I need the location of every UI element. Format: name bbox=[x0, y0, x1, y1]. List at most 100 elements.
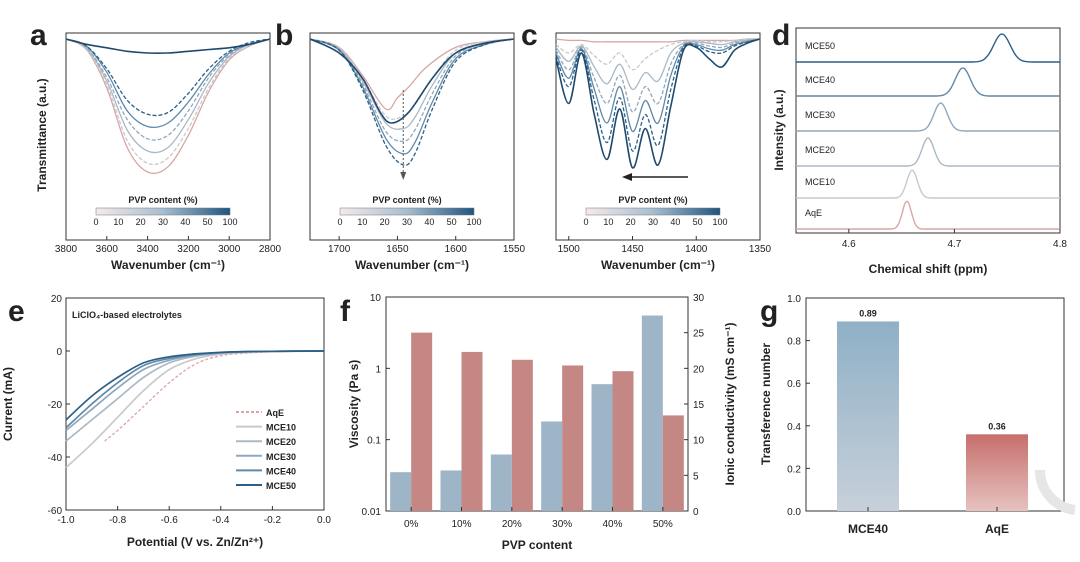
panel-f-xlabel: PVP content bbox=[502, 538, 572, 552]
panel-a-series-100% bbox=[65, 38, 271, 55]
panel-f-y2tick-label: 0 bbox=[693, 507, 699, 518]
panel-g-bar-label: 0.89 bbox=[859, 308, 877, 318]
panel-f-tick-label: 0% bbox=[404, 519, 419, 530]
panel-a-xlabel: Wavenumber (cm⁻¹) bbox=[111, 258, 225, 272]
panel-a-colorbar bbox=[95, 207, 231, 216]
panel-a-colorbar-title: PVP content (%) bbox=[128, 195, 197, 205]
panel-f-bar-viscosity bbox=[591, 384, 613, 511]
panel-c-colorbar-tick: 50 bbox=[693, 217, 703, 227]
panel-a-colorbar-tick: 0 bbox=[93, 217, 98, 227]
panel-c-tick-label: 1350 bbox=[749, 244, 772, 255]
panel-e-tick-label: 0.0 bbox=[317, 515, 331, 526]
panel-f-bar-conductivity bbox=[461, 351, 483, 511]
panel-g-bar-label: 0.36 bbox=[988, 421, 1006, 431]
panel-f-y2tick-label: 10 bbox=[693, 436, 705, 447]
panel-f-tick-label: 20% bbox=[502, 519, 522, 530]
panel-e-ytick-label: 0 bbox=[56, 347, 62, 358]
panel-c-series-40% bbox=[555, 38, 761, 133]
panel-e-series-MCE50 bbox=[65, 350, 325, 421]
panel-f-ylabel: Viscosity (Pa s) bbox=[347, 360, 361, 449]
panel-f-y2tick-label: 30 bbox=[693, 293, 705, 304]
panel-a-colorbar-tick: 30 bbox=[158, 217, 168, 227]
panel-e-series-MCE40 bbox=[65, 350, 325, 429]
panel-g-ytick-label: 0.2 bbox=[787, 464, 801, 475]
panel-a-ylabel: Transmittance (a.u.) bbox=[35, 78, 49, 191]
panel-f-bar-viscosity bbox=[490, 454, 512, 511]
panel-f-bar-viscosity bbox=[440, 470, 462, 511]
panel-d-series-MCE30 bbox=[796, 102, 1060, 132]
panel-e-legend-label: MCE50 bbox=[266, 481, 296, 491]
panel-c-label: c bbox=[521, 19, 538, 52]
panel-d-series-MCE50 bbox=[796, 33, 1060, 63]
panel-a-series-40% bbox=[65, 38, 271, 129]
panel-c-series-10% bbox=[555, 38, 761, 71]
panel-f-tick-label: 40% bbox=[602, 519, 622, 530]
panel-c-series-100% bbox=[555, 38, 761, 169]
panel-a-tick-label: 3800 bbox=[55, 244, 78, 255]
panel-d-tick-label: 4.8 bbox=[1053, 239, 1067, 250]
panel-g-ytick-label: 0.4 bbox=[787, 422, 801, 433]
panel-d-xlabel: Chemical shift (ppm) bbox=[869, 262, 988, 276]
panel-a-colorbar-tick: 40 bbox=[180, 217, 190, 227]
panel-c-arrow-head bbox=[622, 173, 632, 181]
panel-f-tick-label: 30% bbox=[552, 519, 572, 530]
panel-e-series-MCE30 bbox=[65, 350, 325, 432]
panel-c-series-30% bbox=[555, 38, 761, 113]
panel-f-y2label: Ionic conductivity (mS cm⁻¹) bbox=[723, 322, 737, 485]
panel-e-legend-label: MCE30 bbox=[266, 452, 296, 462]
panel-a-series-10% bbox=[65, 38, 271, 166]
panel-c-colorbar-tick: 40 bbox=[670, 217, 680, 227]
panel-f-ytick-label: 0.01 bbox=[362, 507, 382, 518]
panel-g-category-label: AqE bbox=[985, 522, 1009, 536]
panel-e-legend-label: AqE bbox=[266, 408, 284, 418]
panel-c-colorbar-tick: 30 bbox=[648, 217, 658, 227]
panel-a-series-30% bbox=[65, 38, 271, 141]
panel-f-bar-conductivity bbox=[662, 415, 684, 511]
panel-f-ytick-label: 0.1 bbox=[367, 436, 381, 447]
panel-a-tick-label: 3400 bbox=[136, 244, 159, 255]
panel-g-category-label: MCE40 bbox=[848, 522, 888, 536]
panel-c-colorbar-title: PVP content (%) bbox=[618, 195, 687, 205]
panel-f-tick-label: 50% bbox=[653, 519, 673, 530]
panel-c-series-50% bbox=[555, 38, 761, 152]
panel-b-colorbar-tick: 50 bbox=[447, 217, 457, 227]
panel-a-series-0% bbox=[65, 38, 271, 175]
panel-e-xlabel: Potential (V vs. Zn/Zn²⁺) bbox=[127, 535, 263, 549]
panel-b-series-100% bbox=[309, 38, 515, 124]
panel-a-colorbar-tick: 100 bbox=[222, 217, 237, 227]
panel-f-bar-conductivity bbox=[511, 359, 533, 511]
panel-d-series-label: MCE20 bbox=[805, 145, 835, 155]
panel-d-series-label: MCE30 bbox=[805, 110, 835, 120]
panel-b-colorbar-tick: 40 bbox=[424, 217, 434, 227]
panel-b-series-0% bbox=[309, 38, 515, 111]
panel-a-series-20% bbox=[65, 38, 271, 154]
panel-f-bar-conductivity bbox=[411, 332, 433, 511]
panel-e-ytick-label: 20 bbox=[51, 294, 63, 305]
panel-e-frame bbox=[65, 297, 325, 511]
panel-c-colorbar-tick: 10 bbox=[603, 217, 613, 227]
panel-b-colorbar bbox=[339, 207, 475, 216]
panel-b-series-50% bbox=[309, 38, 515, 166]
panel-c-series-20% bbox=[555, 38, 761, 91]
panel-e-tick-label: -0.2 bbox=[264, 515, 282, 526]
panel-f-bar-conductivity bbox=[612, 371, 634, 511]
panel-a-series-50% bbox=[65, 38, 271, 117]
panel-c-colorbar bbox=[585, 207, 721, 216]
panel-d-series-label: AqE bbox=[805, 208, 822, 218]
panel-b-tick-label: 1700 bbox=[328, 244, 351, 255]
panel-b-colorbar-tick: 20 bbox=[380, 217, 390, 227]
panel-d-series-MCE10 bbox=[795, 169, 1060, 199]
panel-g-bar bbox=[966, 434, 1028, 511]
panel-f-bar-viscosity bbox=[541, 421, 563, 511]
panel-g-ytick-label: 1.0 bbox=[787, 294, 801, 305]
panel-b-tick-label: 1600 bbox=[445, 244, 468, 255]
panel-b-arrow-head bbox=[400, 172, 407, 180]
panel-g-ylabel: Transference number bbox=[759, 343, 773, 465]
panel-b-xlabel: Wavenumber (cm⁻¹) bbox=[355, 258, 469, 272]
panel-f-y2tick-label: 15 bbox=[693, 400, 705, 411]
panel-f-y2tick-label: 25 bbox=[693, 329, 705, 340]
panel-a-frame bbox=[65, 32, 271, 241]
panel-d-series-label: MCE50 bbox=[805, 41, 835, 51]
panel-c-colorbar-tick: 100 bbox=[712, 217, 727, 227]
panel-f-y2tick-label: 20 bbox=[693, 364, 705, 375]
